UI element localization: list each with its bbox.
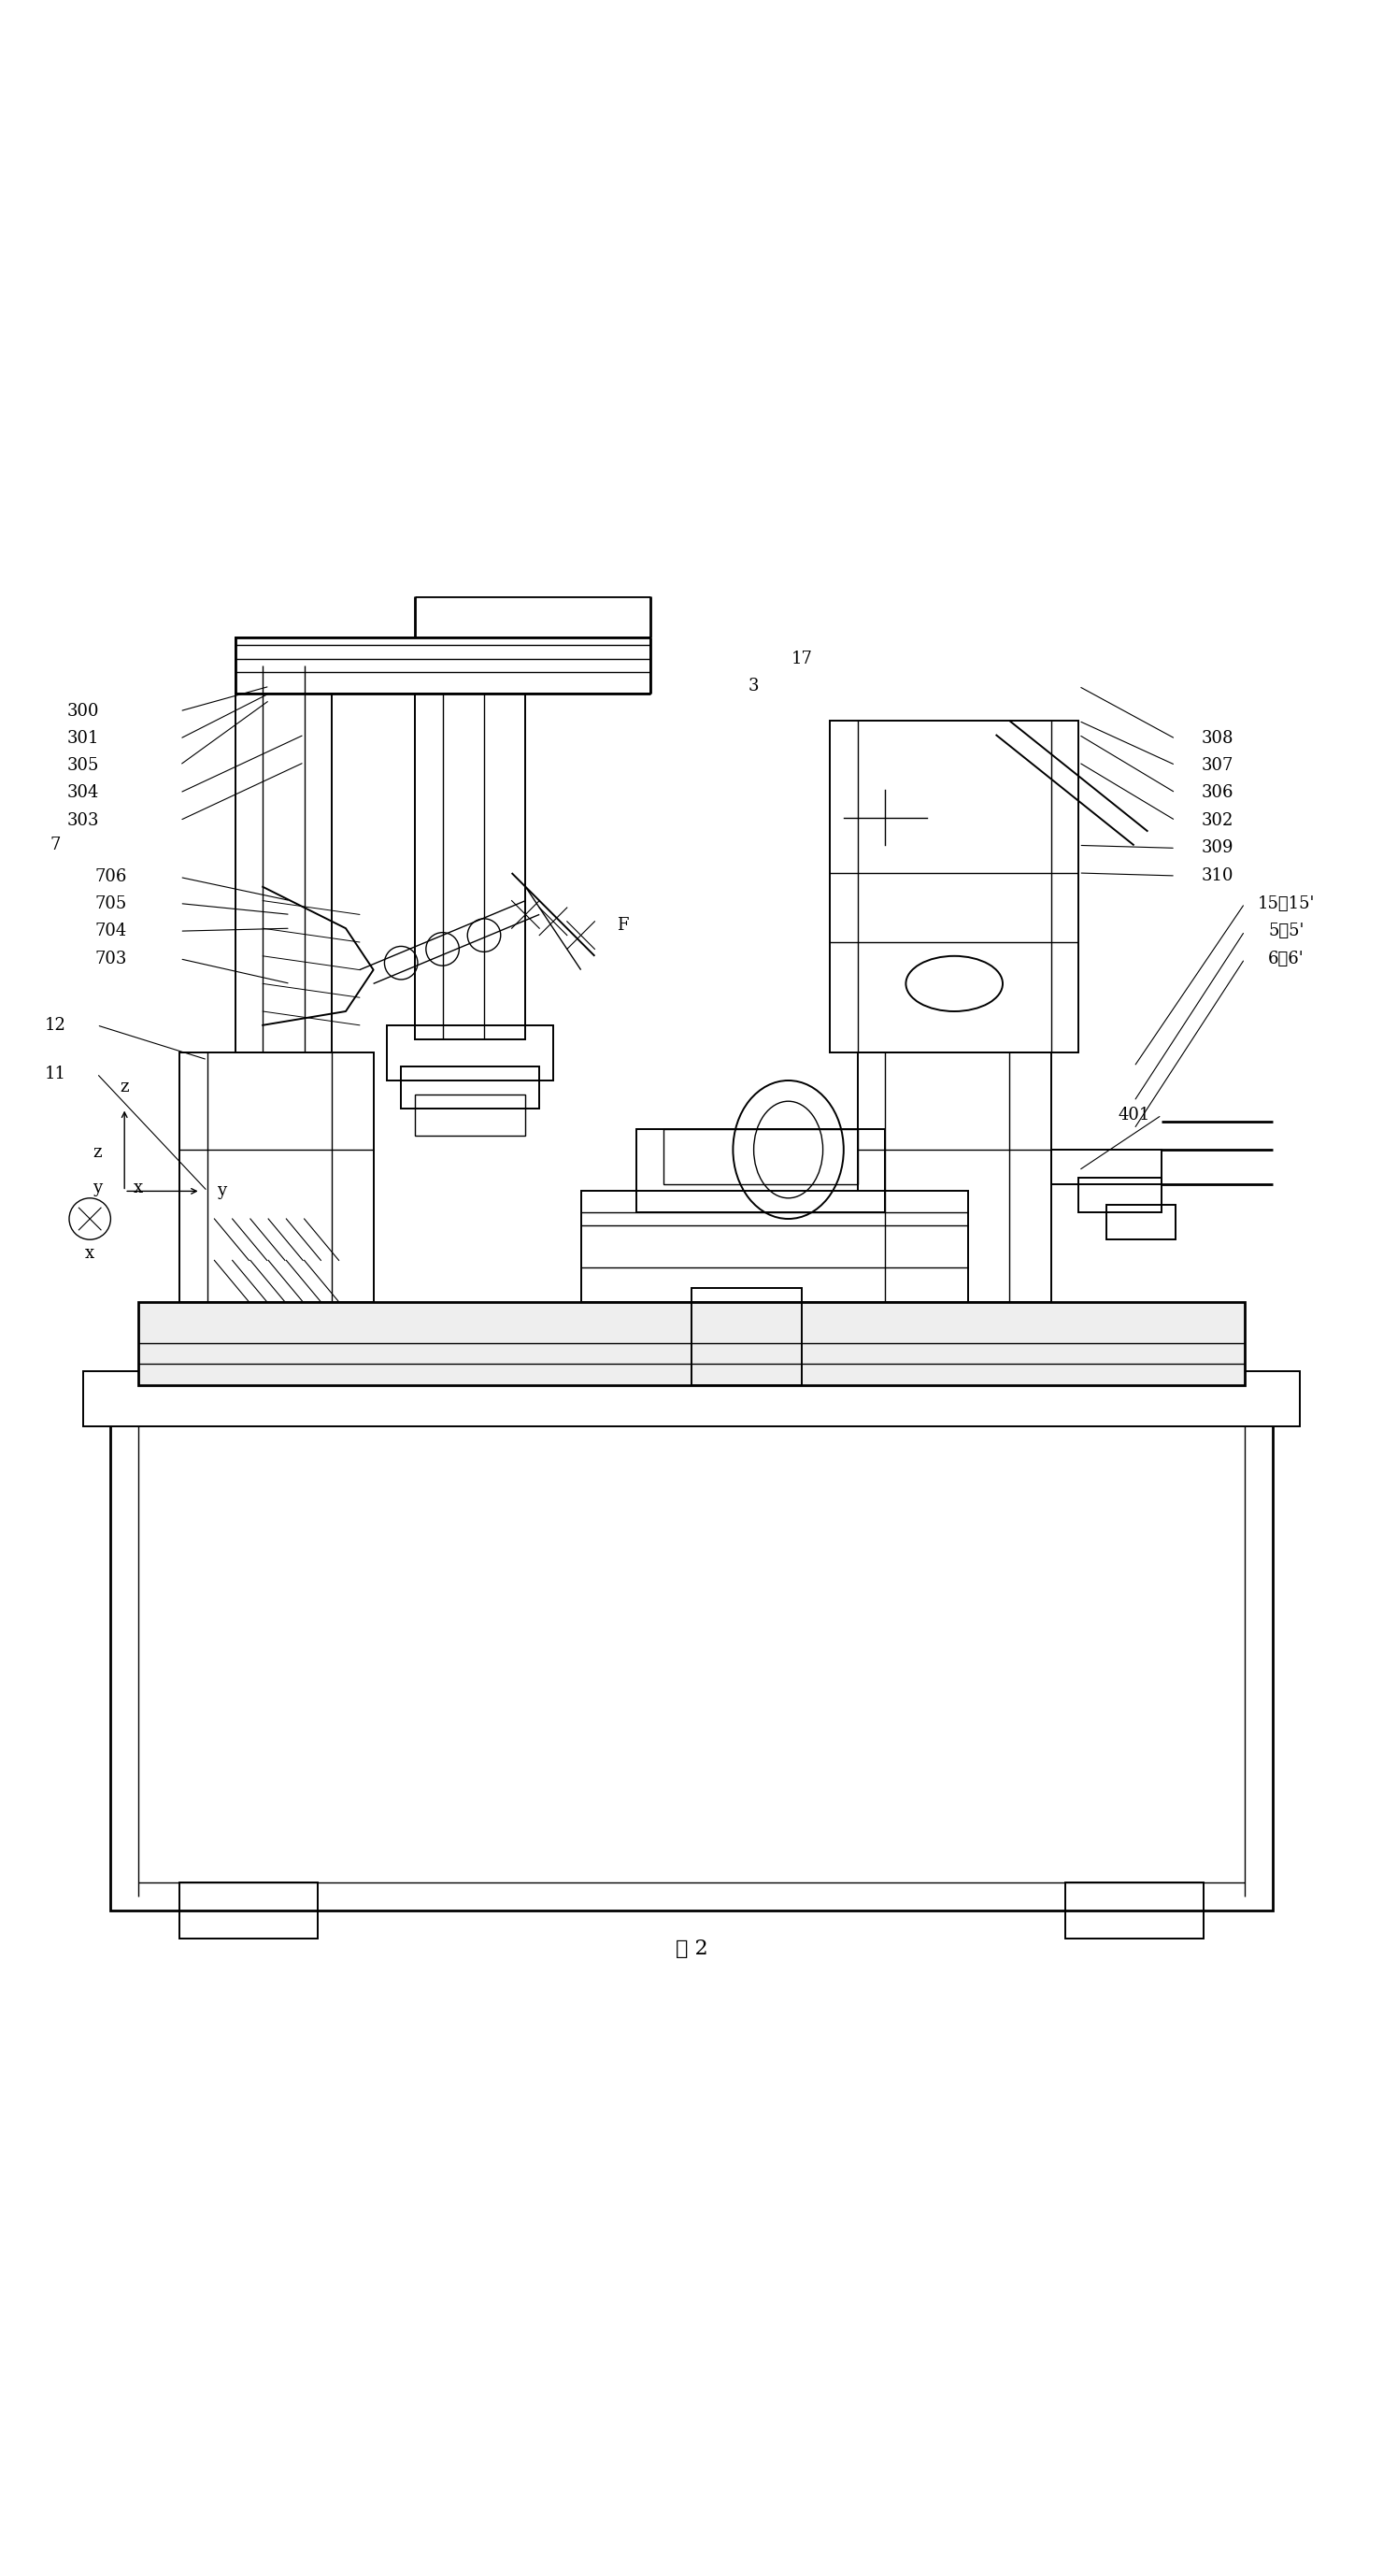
Text: 303: 303 bbox=[66, 811, 100, 829]
Text: 300: 300 bbox=[66, 703, 100, 719]
Bar bbox=[830, 721, 1079, 1054]
Text: 302: 302 bbox=[1200, 811, 1234, 829]
Text: x: x bbox=[134, 1180, 142, 1198]
Text: 12: 12 bbox=[44, 1018, 66, 1033]
Text: 305: 305 bbox=[66, 757, 100, 773]
Text: 7: 7 bbox=[50, 837, 61, 853]
Bar bbox=[1106, 1206, 1176, 1239]
Text: 309: 309 bbox=[1200, 840, 1234, 855]
Bar bbox=[387, 1025, 553, 1079]
Text: 703: 703 bbox=[94, 951, 127, 966]
Text: z: z bbox=[93, 1144, 101, 1162]
Bar bbox=[180, 1054, 373, 1301]
Text: z: z bbox=[120, 1079, 129, 1095]
Bar bbox=[1079, 1177, 1162, 1211]
Text: 307: 307 bbox=[1200, 757, 1234, 773]
Text: 301: 301 bbox=[66, 732, 100, 747]
Text: 图 2: 图 2 bbox=[675, 1940, 708, 1960]
Text: 15或15': 15或15' bbox=[1257, 894, 1315, 912]
Bar bbox=[636, 1128, 885, 1211]
Text: F: F bbox=[617, 917, 628, 935]
Text: 310: 310 bbox=[1200, 868, 1234, 884]
Bar bbox=[401, 1066, 539, 1108]
Bar bbox=[111, 1412, 1272, 1911]
Text: 306: 306 bbox=[1200, 783, 1234, 801]
Bar bbox=[415, 693, 526, 1038]
Bar bbox=[692, 1288, 802, 1386]
Text: 11: 11 bbox=[44, 1064, 66, 1082]
Text: 3: 3 bbox=[748, 677, 759, 696]
Bar bbox=[857, 1054, 1051, 1301]
Bar bbox=[581, 1190, 968, 1301]
Bar bbox=[138, 1301, 1245, 1386]
Text: 401: 401 bbox=[1117, 1108, 1151, 1123]
Bar bbox=[235, 665, 332, 1054]
Text: 308: 308 bbox=[1200, 732, 1234, 747]
Text: 704: 704 bbox=[94, 922, 127, 940]
Text: 705: 705 bbox=[94, 894, 127, 912]
Text: 6或6': 6或6' bbox=[1268, 951, 1304, 966]
Bar bbox=[83, 1370, 1300, 1427]
Bar bbox=[415, 1095, 526, 1136]
Text: 5或5': 5或5' bbox=[1268, 922, 1304, 940]
Text: 706: 706 bbox=[94, 868, 127, 886]
Bar bbox=[1065, 1883, 1203, 1937]
Bar bbox=[235, 639, 650, 693]
Text: x: x bbox=[86, 1244, 94, 1262]
Text: 304: 304 bbox=[66, 783, 100, 801]
Text: y: y bbox=[93, 1180, 101, 1198]
Bar bbox=[664, 1128, 857, 1185]
Text: 17: 17 bbox=[791, 649, 813, 667]
Bar bbox=[180, 1883, 318, 1937]
Circle shape bbox=[69, 1198, 111, 1239]
Bar bbox=[1051, 1149, 1162, 1185]
Text: y: y bbox=[217, 1182, 225, 1200]
